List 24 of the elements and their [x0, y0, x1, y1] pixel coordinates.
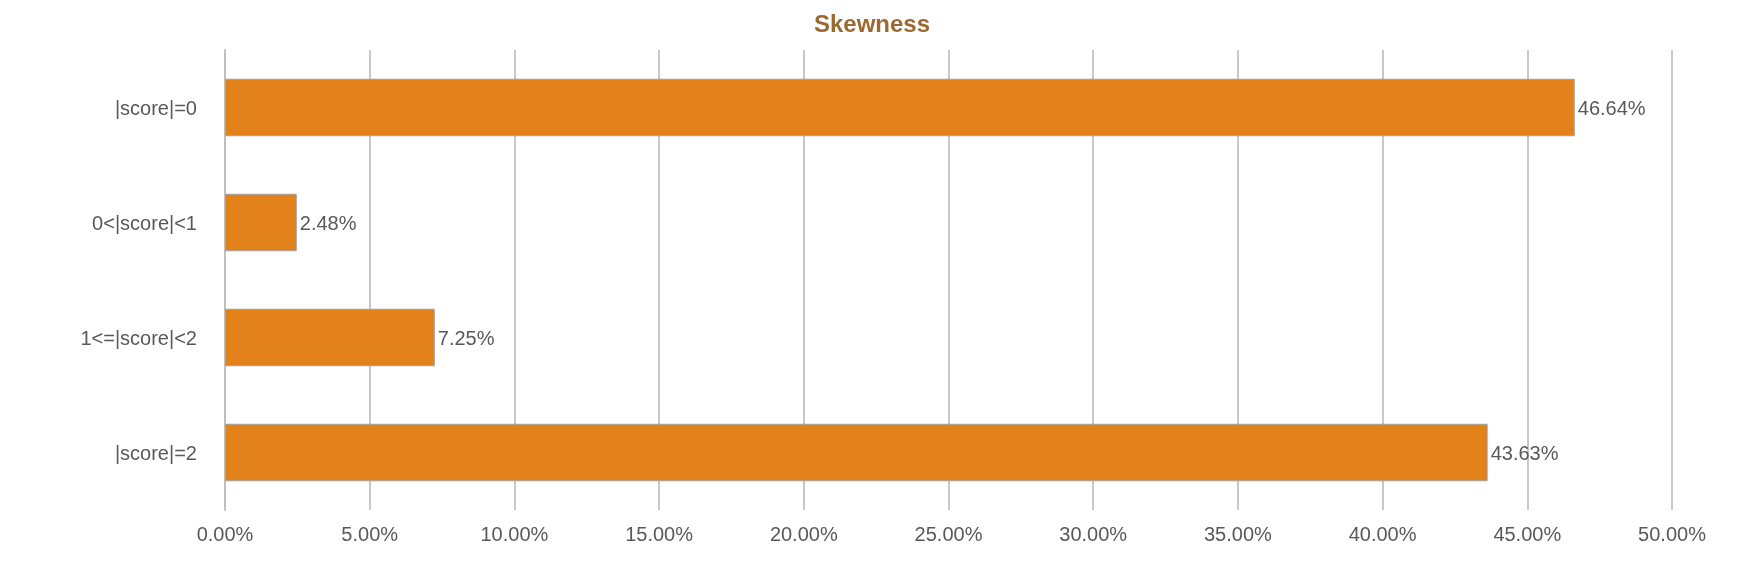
x-tick-label: 35.00%: [1203, 523, 1273, 545]
x-tick-label: 40.00%: [1348, 523, 1417, 545]
x-tick-label: 45.00%: [1493, 523, 1562, 545]
x-tick-label: 50.00%: [1638, 523, 1707, 545]
x-tick-label: 25.00%: [914, 523, 983, 545]
y-tick-label: |score|=2: [114, 441, 197, 464]
y-tick-label: 1<=|score|<2: [80, 326, 197, 349]
bar: [225, 78, 1575, 137]
data-label: 7.25%: [437, 326, 495, 349]
x-tick-label: 5.00%: [341, 523, 399, 545]
bar: [225, 193, 297, 252]
bar: [225, 308, 435, 367]
x-tick-label: 20.00%: [769, 523, 838, 545]
data-label: 43.63%: [1490, 441, 1559, 464]
bar: [225, 423, 1488, 482]
x-tick-label: 15.00%: [625, 523, 694, 545]
x-tick-label: 30.00%: [1059, 523, 1128, 545]
x-tick-label: 10.00%: [480, 523, 549, 545]
data-label: 46.64%: [1577, 96, 1646, 119]
x-tick-label: 0.00%: [196, 523, 254, 545]
y-tick-label: |score|=0: [114, 96, 197, 119]
chart-title: Skewness: [813, 9, 931, 37]
y-tick-label: 0<|score|<1: [92, 211, 197, 234]
data-label: 2.48%: [299, 211, 357, 234]
